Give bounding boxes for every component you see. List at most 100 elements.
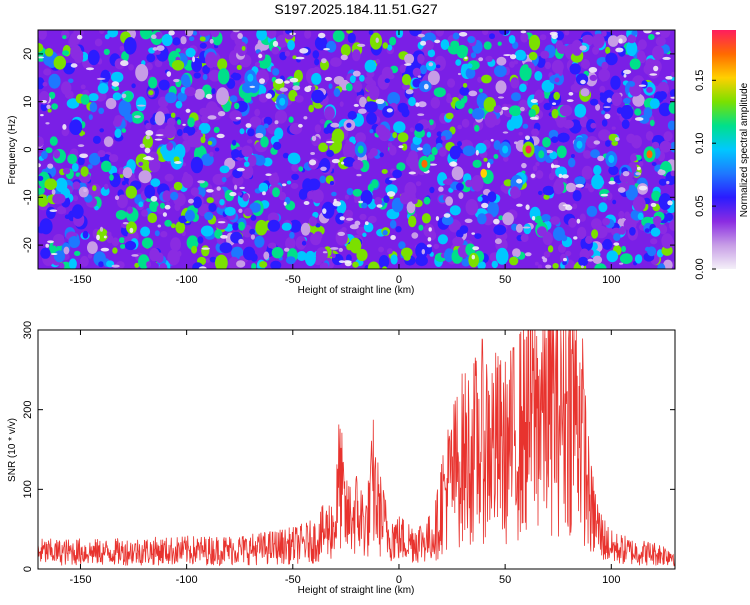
heatmap-cell xyxy=(655,32,661,35)
heatmap-cell xyxy=(226,78,236,89)
heatmap-cell xyxy=(49,209,58,212)
heatmap-cell xyxy=(382,230,388,236)
heatmap-cell xyxy=(626,133,636,144)
heatmap-cell xyxy=(625,224,631,230)
heatmap-cell xyxy=(462,83,468,88)
heatmap-cell xyxy=(68,78,74,84)
heatmap-cell xyxy=(180,74,190,86)
heatmap-cell xyxy=(68,236,80,248)
heatmap-cell xyxy=(417,113,425,116)
heatmap-cell xyxy=(386,108,393,113)
heatmap-cell xyxy=(232,73,242,81)
heatmap-cell xyxy=(563,257,567,262)
heatmap-cell xyxy=(220,235,228,239)
heatmap-cell xyxy=(592,33,605,49)
heatmap-cell xyxy=(649,119,655,127)
heatmap-cell xyxy=(578,256,589,267)
heatmap-cell xyxy=(340,54,348,61)
heatmap-cell xyxy=(641,80,648,89)
heatmap-cell xyxy=(427,154,435,162)
spectrogram-x-tick-label: -50 xyxy=(285,274,301,286)
heatmap-cell xyxy=(38,42,44,53)
heatmap-cell xyxy=(134,115,141,119)
heatmap-cell xyxy=(599,85,606,93)
heatmap-cell xyxy=(106,234,114,244)
heatmap-cell xyxy=(42,81,48,87)
heatmap-cell xyxy=(471,232,476,235)
heatmap-cell xyxy=(340,44,351,57)
heatmap-cell xyxy=(520,233,529,243)
heatmap-cell xyxy=(590,122,597,129)
heatmap-cell xyxy=(393,121,406,134)
heatmap-cell xyxy=(585,235,593,244)
heatmap-cell xyxy=(150,195,158,202)
heatmap-hotspot-core xyxy=(279,97,286,106)
heatmap-cell xyxy=(125,185,137,199)
heatmap-cell xyxy=(138,170,152,184)
heatmap-cell xyxy=(291,173,299,181)
heatmap-cell xyxy=(375,98,385,104)
heatmap-cell xyxy=(623,97,631,104)
heatmap-cell xyxy=(569,63,581,75)
heatmap-cell xyxy=(109,174,114,181)
heatmap-cell xyxy=(166,117,176,127)
heatmap-cell xyxy=(137,104,146,107)
heatmap-cell xyxy=(71,204,84,219)
heatmap-cell xyxy=(194,120,201,127)
heatmap-cell xyxy=(164,204,171,210)
heatmap-cell xyxy=(304,30,312,39)
heatmap-cell xyxy=(311,135,317,142)
heatmap-cell xyxy=(389,177,397,181)
heatmap-cell xyxy=(319,262,329,269)
heatmap-cell xyxy=(236,167,245,172)
heatmap-cell xyxy=(126,206,133,214)
heatmap-cell xyxy=(412,135,422,145)
heatmap-cell xyxy=(436,64,441,69)
heatmap-cell xyxy=(379,152,384,158)
heatmap-cell xyxy=(254,108,261,117)
heatmap-cell xyxy=(194,88,205,100)
heatmap-cell xyxy=(352,188,363,197)
heatmap-cell xyxy=(514,49,527,61)
heatmap-cell xyxy=(501,106,509,111)
heatmap-cell xyxy=(459,86,470,96)
heatmap-cell xyxy=(92,135,101,144)
heatmap-cell xyxy=(295,236,307,250)
heatmap-cell xyxy=(50,253,58,255)
heatmap-cell xyxy=(520,30,527,34)
heatmap-cell xyxy=(354,220,361,226)
heatmap-cell xyxy=(478,88,483,93)
heatmap-cell xyxy=(480,168,488,178)
heatmap-cell xyxy=(408,171,416,175)
heatmap-cell xyxy=(273,172,278,177)
heatmap-cell xyxy=(129,227,134,233)
heatmap-cell xyxy=(173,78,180,83)
heatmap-cell xyxy=(369,129,374,134)
heatmap-cell xyxy=(574,176,586,186)
heatmap-cell xyxy=(384,78,390,83)
heatmap-cell xyxy=(558,173,563,178)
heatmap-cell xyxy=(124,240,137,251)
heatmap-cell xyxy=(532,165,538,172)
heatmap-cell xyxy=(468,108,474,114)
heatmap-cell xyxy=(427,70,440,86)
heatmap-cell xyxy=(557,132,570,143)
heatmap-cell xyxy=(620,104,634,120)
heatmap-cell xyxy=(471,254,475,260)
heatmap-cell xyxy=(88,152,101,166)
heatmap-cell xyxy=(346,188,354,196)
heatmap-cell xyxy=(284,247,290,252)
heatmap-cell xyxy=(580,59,591,69)
heatmap-cell xyxy=(301,240,307,246)
heatmap-cell xyxy=(255,132,264,139)
heatmap-cell xyxy=(374,196,383,206)
heatmap-cell xyxy=(408,96,416,107)
heatmap-cell xyxy=(551,33,558,40)
heatmap-cell xyxy=(593,140,601,145)
heatmap-cell xyxy=(288,219,302,233)
heatmap-cell xyxy=(329,180,335,186)
heatmap-cell xyxy=(40,102,48,112)
heatmap-cell xyxy=(330,57,342,67)
heatmap-cell xyxy=(509,105,522,116)
heatmap-cell xyxy=(145,130,154,136)
